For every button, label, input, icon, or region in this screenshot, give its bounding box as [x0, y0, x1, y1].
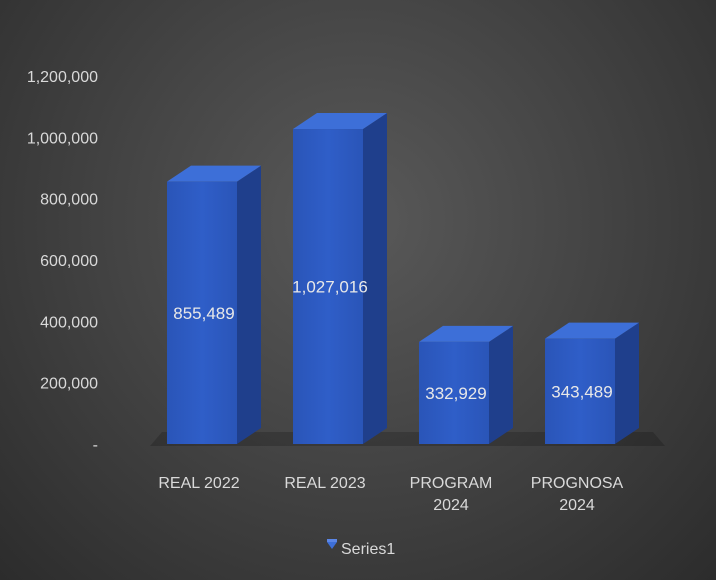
data-label: 1,027,016	[292, 278, 368, 297]
y-tick-label: 800,000	[40, 192, 98, 209]
bars: 855,489 1,027,016 332,929 343,489	[167, 113, 639, 445]
bar: 855,489	[167, 165, 261, 445]
bar-top	[293, 113, 387, 130]
x-tick-label: REAL 2022	[158, 475, 239, 492]
y-tick-label: -	[93, 437, 98, 454]
y-axis: - 200,000 400,000 600,000 800,000 1,000,000 1,…	[27, 69, 98, 454]
bar-front	[419, 341, 489, 444]
x-tick-label: PROGRAM 2024	[410, 475, 493, 514]
data-label: 343,489	[551, 382, 612, 401]
bar: 343,489	[545, 322, 639, 444]
bar: 332,929	[419, 325, 513, 444]
y-tick-label: 200,000	[40, 376, 98, 393]
bar-side	[615, 322, 639, 444]
y-tick-label: 1,200,000	[27, 69, 98, 86]
bar-side	[489, 325, 513, 444]
legend-marker	[327, 542, 337, 549]
data-label: 855,489	[173, 304, 234, 323]
y-tick-label: 600,000	[40, 253, 98, 270]
bar-front	[293, 129, 363, 444]
bar-top	[419, 325, 513, 342]
bar-front	[545, 338, 615, 444]
legend-marker-top	[327, 539, 337, 542]
legend-label: Series1	[341, 541, 395, 558]
floor-shadow	[150, 432, 665, 446]
x-tick-label: REAL 2023	[284, 475, 365, 492]
bar: 1,027,016	[292, 113, 387, 444]
bar-front	[167, 181, 237, 445]
data-label: 332,929	[425, 384, 486, 403]
bar-side	[237, 165, 261, 445]
bar-top	[545, 322, 639, 339]
x-tick-label: PROGNOSA 2024	[531, 475, 624, 514]
y-tick-label: 1,000,000	[27, 130, 98, 147]
legend: Series1	[327, 539, 395, 558]
y-tick-label: 400,000	[40, 314, 98, 331]
bar-side	[363, 113, 387, 444]
x-axis: REAL 2022 REAL 2023 PROGRAM 2024 PROGNOSA 202…	[158, 475, 623, 514]
bar-top	[167, 165, 261, 182]
chart-floor	[150, 432, 665, 446]
